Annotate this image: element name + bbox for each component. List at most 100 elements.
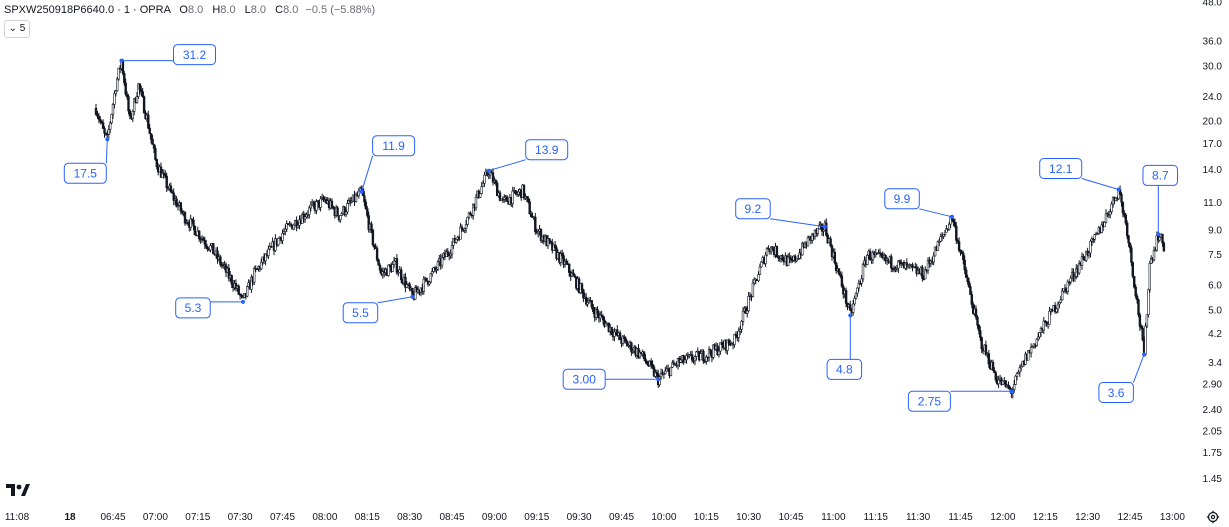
candle-body — [709, 349, 712, 354]
time-axis[interactable]: 11:08 18 06:45 07:00 07:15 07:30 07:45 08:00 08:… — [5, 512, 1185, 523]
candle-body — [610, 326, 613, 334]
candle-body — [816, 228, 820, 234]
candle-body — [685, 354, 688, 361]
candle-body — [1059, 299, 1063, 303]
candle-body — [357, 190, 360, 197]
candle-body — [1127, 235, 1130, 244]
candle-body — [430, 271, 434, 275]
candle-body — [830, 245, 834, 258]
candle-body — [350, 200, 353, 203]
x-tick-label: 11:00 — [821, 512, 846, 523]
candle-body — [1053, 304, 1057, 313]
high-value: 8.0 — [220, 4, 236, 16]
candle-body — [354, 194, 358, 202]
annotation-label: 3.6 — [1108, 386, 1125, 400]
annotation-label: 9.9 — [894, 192, 911, 206]
annotation-label: 11.9 — [382, 139, 405, 153]
annotation-label: 31.2 — [183, 48, 207, 62]
candle-body — [463, 228, 466, 231]
candle-body — [727, 339, 731, 344]
price-annotation[interactable]: 9.2 — [735, 198, 827, 229]
x-tick-label: 06:45 — [100, 512, 125, 523]
candle-body — [1100, 224, 1103, 233]
candle-body — [292, 224, 295, 230]
candle-body — [203, 240, 206, 245]
price-annotation[interactable]: 31.2 — [119, 44, 216, 66]
price-annotation[interactable]: 8.7 — [1142, 164, 1178, 237]
price-annotation[interactable]: 5.3 — [175, 297, 245, 319]
annotation-box — [342, 302, 379, 324]
candle-body — [860, 278, 863, 284]
tradingview-logo-icon[interactable] — [6, 483, 30, 497]
price-annotation[interactable]: 3.00 — [562, 368, 661, 390]
price-annotation[interactable]: 17.5 — [63, 137, 110, 184]
annotation-connector — [770, 218, 825, 228]
price-annotation[interactable]: 2.75 — [907, 389, 1014, 412]
candle-body — [246, 286, 249, 297]
price-annotation[interactable]: 3.6 — [1098, 352, 1147, 403]
gear-icon[interactable] — [1206, 510, 1220, 524]
candle-body — [142, 96, 146, 114]
annotation-connector — [1081, 178, 1119, 190]
price-annotation[interactable]: 13.9 — [486, 139, 569, 173]
y-tick-label: 4.2 — [1208, 329, 1222, 340]
price-annotation[interactable]: 4.8 — [826, 313, 863, 380]
price-annotation[interactable]: 11.9 — [359, 135, 416, 194]
x-tick-label: 08:45 — [439, 512, 464, 523]
annotation-label: 5.5 — [352, 306, 369, 320]
candle-body — [387, 264, 390, 276]
price-annotation[interactable]: 5.5 — [342, 294, 415, 324]
annotation-connector — [919, 208, 953, 218]
candle-body — [795, 258, 798, 262]
candle-body — [1145, 314, 1149, 327]
candle-body — [839, 273, 842, 277]
candle-body — [164, 173, 167, 177]
price-annotation[interactable]: 9.9 — [884, 188, 954, 219]
candle-body — [798, 252, 801, 259]
annotation-anchor — [1142, 352, 1147, 357]
candles — [94, 58, 1166, 399]
candle-body — [1082, 256, 1085, 260]
candle-body — [315, 201, 318, 211]
candle-body — [268, 246, 271, 250]
candle-body — [1019, 365, 1023, 369]
candle-body — [1124, 214, 1128, 224]
candle-body — [1015, 373, 1019, 377]
candle-body — [582, 289, 585, 299]
x-tick-label: 11:08 — [5, 512, 30, 523]
chart-header: SPXW250918P6640.0 · 1 · OPRA O8.0 H8.0 L… — [4, 3, 375, 17]
price-annotation[interactable]: 12.1 — [1039, 158, 1121, 192]
candle-body — [209, 245, 212, 251]
close-value: 8.0 — [283, 4, 299, 16]
candle-body — [1007, 384, 1010, 388]
annotation-anchor — [486, 168, 491, 173]
candle-body — [624, 338, 627, 342]
candle-body — [969, 286, 972, 295]
symbol-label[interactable]: SPXW250918P6640.0 · 1 · OPRA — [4, 4, 171, 16]
candle-body — [693, 356, 697, 362]
candle-body — [980, 337, 983, 349]
candle-body — [880, 253, 883, 256]
x-tick-label: 10:45 — [778, 512, 803, 523]
candle-body — [539, 229, 543, 241]
candle-body — [974, 308, 978, 318]
candle-body — [1138, 314, 1142, 327]
candle-body — [898, 260, 902, 264]
candle-body — [527, 197, 530, 203]
collapse-indicators-button[interactable]: ⌄ 5 — [4, 20, 30, 38]
candle-body — [395, 258, 399, 273]
candle-body — [135, 96, 139, 103]
price-axis[interactable]: 48.0 36.0 30.0 24.0 20.0 17.0 14.0 11.0 9.0 7.5 6.… — [1203, 0, 1223, 485]
candle-body — [131, 111, 134, 119]
candle-body — [741, 310, 745, 322]
chevron-down-icon: ⌄ — [8, 23, 18, 34]
candle-body — [649, 360, 653, 365]
candle-body — [1147, 289, 1150, 315]
candle-body — [414, 287, 417, 300]
candle-body — [590, 300, 594, 308]
candle-body — [775, 246, 779, 258]
candle-body — [801, 242, 804, 256]
x-tick-label: 08:30 — [397, 512, 422, 523]
candle-body — [572, 272, 575, 277]
